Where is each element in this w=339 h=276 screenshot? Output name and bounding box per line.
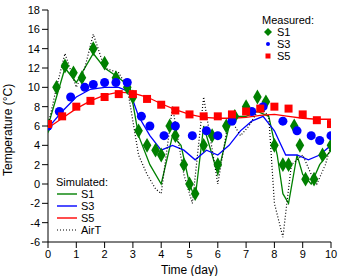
html-text:S1: S1 — [81, 188, 95, 200]
svg-text:10: 10 — [28, 81, 40, 93]
svg-text:3: 3 — [130, 248, 136, 260]
svg-text:-2: -2 — [30, 197, 40, 209]
svg-text:18: 18 — [28, 4, 40, 16]
svg-text:1: 1 — [73, 248, 79, 260]
html-text:Simulated:: Simulated: — [56, 176, 108, 188]
svg-text:16: 16 — [28, 23, 40, 35]
svg-text:8: 8 — [271, 248, 277, 260]
html-text:S5: S5 — [81, 212, 95, 224]
svg-text:0: 0 — [45, 248, 51, 260]
svg-text:4: 4 — [158, 248, 164, 260]
html-text:S3: S3 — [81, 200, 95, 212]
svg-text:10: 10 — [325, 248, 331, 260]
html-text:S3: S3 — [277, 38, 291, 50]
html-text:Measured:: Measured: — [262, 14, 314, 26]
svg-text:4: 4 — [34, 139, 40, 151]
svg-text:14: 14 — [28, 43, 40, 55]
svg-text:6: 6 — [34, 120, 40, 132]
svg-text:Time (day): Time (day) — [161, 263, 218, 276]
svg-text:2: 2 — [102, 248, 108, 260]
svg-text:6: 6 — [215, 248, 221, 260]
svg-text:12: 12 — [28, 62, 40, 74]
html-text:S1: S1 — [277, 26, 291, 38]
svg-text:Temperature (°C): Temperature (°C) — [8, 84, 15, 176]
svg-text:2: 2 — [34, 159, 40, 171]
html-text:S5: S5 — [277, 50, 291, 62]
html-text:AirT: AirT — [81, 224, 102, 236]
svg-text:-6: -6 — [30, 236, 40, 248]
svg-text:0: 0 — [34, 178, 40, 190]
svg-text:5: 5 — [186, 248, 192, 260]
svg-text:9: 9 — [300, 248, 306, 260]
svg-text:7: 7 — [243, 248, 249, 260]
svg-text:-4: -4 — [30, 217, 40, 229]
svg-text:8: 8 — [34, 101, 40, 113]
